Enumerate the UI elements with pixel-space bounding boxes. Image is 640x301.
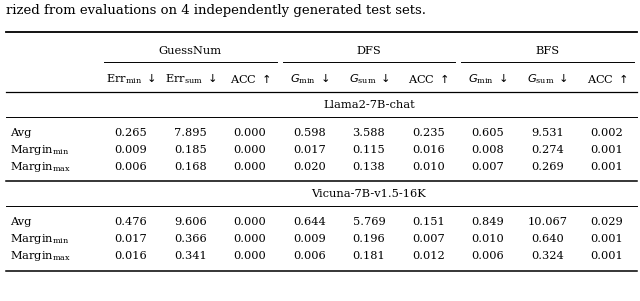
Text: 0.001: 0.001: [591, 234, 623, 244]
Text: 0.640: 0.640: [531, 234, 564, 244]
Text: 0.002: 0.002: [591, 128, 623, 138]
Text: 0.235: 0.235: [412, 128, 445, 138]
Text: 0.006: 0.006: [293, 251, 326, 261]
Text: 0.009: 0.009: [293, 234, 326, 244]
Text: 0.016: 0.016: [412, 145, 445, 155]
Text: 0.009: 0.009: [115, 145, 147, 155]
Text: 0.115: 0.115: [353, 145, 385, 155]
Text: ACC $\uparrow$: ACC $\uparrow$: [587, 72, 627, 85]
Text: 0.151: 0.151: [412, 217, 445, 227]
Text: 0.341: 0.341: [174, 251, 207, 261]
Text: 0.012: 0.012: [412, 251, 445, 261]
Text: 0.010: 0.010: [472, 234, 504, 244]
Text: 0.476: 0.476: [115, 217, 147, 227]
Text: 0.000: 0.000: [234, 145, 266, 155]
Text: 0.006: 0.006: [472, 251, 504, 261]
Text: Vicuna-7B-v1.5-16K: Vicuna-7B-v1.5-16K: [312, 189, 426, 199]
Text: 0.001: 0.001: [591, 162, 623, 172]
Text: 9.531: 9.531: [531, 128, 564, 138]
Text: 0.181: 0.181: [353, 251, 385, 261]
Text: Err$_{\mathregular{sum}}$ $\downarrow$: Err$_{\mathregular{sum}}$ $\downarrow$: [164, 71, 216, 86]
Text: 5.769: 5.769: [353, 217, 385, 227]
Text: 0.138: 0.138: [353, 162, 385, 172]
Text: 0.000: 0.000: [234, 162, 266, 172]
Text: Margin$_{\mathregular{min}}$: Margin$_{\mathregular{min}}$: [10, 232, 69, 246]
Text: 0.000: 0.000: [234, 251, 266, 261]
Text: Margin$_{\mathregular{max}}$: Margin$_{\mathregular{max}}$: [10, 249, 70, 263]
Text: GuessNum: GuessNum: [159, 46, 222, 56]
Text: 0.008: 0.008: [472, 145, 504, 155]
Text: Llama2-7B-chat: Llama2-7B-chat: [323, 100, 415, 110]
Text: ACC $\uparrow$: ACC $\uparrow$: [230, 72, 270, 85]
Text: rized from evaluations on 4 independently generated test sets.: rized from evaluations on 4 independentl…: [6, 4, 426, 17]
Text: 0.168: 0.168: [174, 162, 207, 172]
Text: Margin$_{\mathregular{min}}$: Margin$_{\mathregular{min}}$: [10, 143, 69, 157]
Text: DFS: DFS: [356, 46, 381, 56]
Text: 0.185: 0.185: [174, 145, 207, 155]
Text: 0.001: 0.001: [591, 251, 623, 261]
Text: 0.269: 0.269: [531, 162, 564, 172]
Text: $G_{\mathregular{sum}}$ $\downarrow$: $G_{\mathregular{sum}}$ $\downarrow$: [349, 71, 389, 86]
Text: 7.895: 7.895: [174, 128, 207, 138]
Text: 0.000: 0.000: [234, 234, 266, 244]
Text: 3.588: 3.588: [353, 128, 385, 138]
Text: Margin$_{\mathregular{max}}$: Margin$_{\mathregular{max}}$: [10, 160, 70, 174]
Text: $G_{\mathregular{min}}$ $\downarrow$: $G_{\mathregular{min}}$ $\downarrow$: [290, 71, 329, 86]
Text: 0.324: 0.324: [531, 251, 564, 261]
Text: 0.000: 0.000: [234, 217, 266, 227]
Text: 0.016: 0.016: [115, 251, 147, 261]
Text: 0.007: 0.007: [412, 234, 445, 244]
Text: 0.598: 0.598: [293, 128, 326, 138]
Text: Avg: Avg: [10, 128, 31, 138]
Text: 0.001: 0.001: [591, 145, 623, 155]
Text: 0.000: 0.000: [234, 128, 266, 138]
Text: 10.067: 10.067: [527, 217, 568, 227]
Text: Avg: Avg: [10, 217, 31, 227]
Text: $G_{\mathregular{sum}}$ $\downarrow$: $G_{\mathregular{sum}}$ $\downarrow$: [527, 71, 568, 86]
Text: $G_{\mathregular{min}}$ $\downarrow$: $G_{\mathregular{min}}$ $\downarrow$: [468, 71, 508, 86]
Text: ACC $\uparrow$: ACC $\uparrow$: [408, 72, 449, 85]
Text: 0.366: 0.366: [174, 234, 207, 244]
Text: 0.007: 0.007: [472, 162, 504, 172]
Text: 0.605: 0.605: [472, 128, 504, 138]
Text: 0.644: 0.644: [293, 217, 326, 227]
Text: 0.006: 0.006: [115, 162, 147, 172]
Text: 0.274: 0.274: [531, 145, 564, 155]
Text: 9.606: 9.606: [174, 217, 207, 227]
Text: 0.265: 0.265: [115, 128, 147, 138]
Text: BFS: BFS: [536, 46, 559, 56]
Text: Err$_{\mathregular{min}}$ $\downarrow$: Err$_{\mathregular{min}}$ $\downarrow$: [106, 71, 156, 86]
Text: 0.017: 0.017: [115, 234, 147, 244]
Text: 0.010: 0.010: [412, 162, 445, 172]
Text: 0.849: 0.849: [472, 217, 504, 227]
Text: 0.017: 0.017: [293, 145, 326, 155]
Text: 0.029: 0.029: [591, 217, 623, 227]
Text: 0.020: 0.020: [293, 162, 326, 172]
Text: 0.196: 0.196: [353, 234, 385, 244]
